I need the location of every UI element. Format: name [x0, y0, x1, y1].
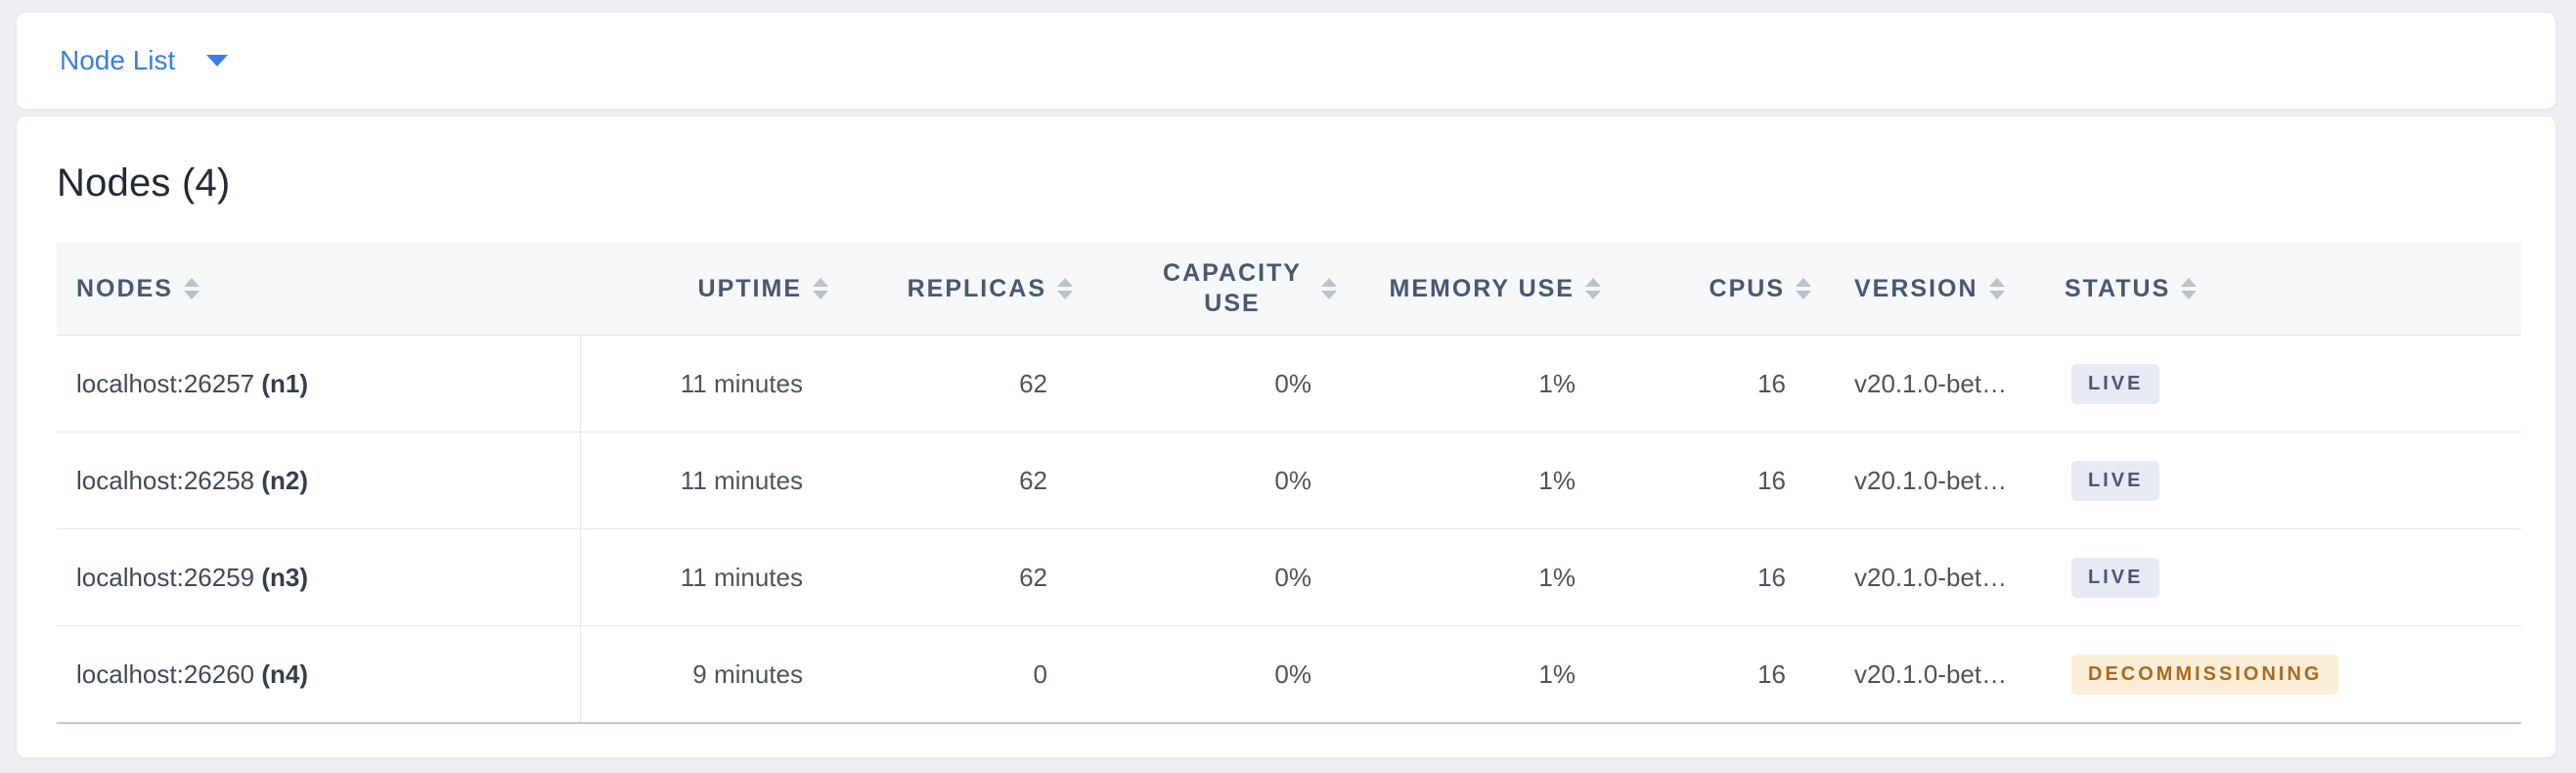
replicas-cell: 62	[842, 335, 1087, 432]
column-label: CAPACITY USE	[1163, 258, 1302, 317]
cpus-cell: 16	[1615, 625, 1825, 724]
sort-arrows-icon	[1796, 278, 1811, 299]
column-label: UPTIME	[697, 274, 802, 302]
replicas-cell: 0	[842, 625, 1087, 724]
status-cell: LIVE	[2050, 528, 2521, 626]
node-address-cell: localhost:26258 (n2)	[57, 432, 581, 529]
memory-use-cell: 1%	[1351, 528, 1615, 626]
sort-arrows-icon	[1585, 278, 1601, 299]
node-address-cell: localhost:26260 (n4)	[57, 625, 581, 724]
sort-arrows-icon	[2181, 278, 2198, 299]
uptime-cell: 9 minutes	[580, 625, 842, 724]
cpus-cell: 16	[1615, 335, 1825, 432]
column-label: VERSION	[1854, 274, 1978, 302]
column-header-version[interactable]: VERSION	[1825, 243, 2050, 336]
table-row: localhost:26259 (n3) 11 minutes 62 0% 1%…	[57, 528, 2521, 626]
memory-use-cell: 1%	[1351, 432, 1615, 529]
column-label: STATUS	[2065, 274, 2171, 302]
table-row: localhost:26258 (n2) 11 minutes 62 0% 1%…	[57, 432, 2521, 529]
sort-arrows-icon	[1057, 278, 1073, 299]
capacity-use-cell: 0%	[1087, 335, 1351, 432]
column-header-status[interactable]: STATUS	[2050, 243, 2521, 336]
node-list-table: NODES UPTIME REPLICAS	[57, 243, 2521, 724]
status-cell: DECOMMISSIONING	[2050, 625, 2521, 724]
column-header-uptime[interactable]: UPTIME	[580, 243, 842, 336]
page-title: Nodes (4)	[57, 161, 231, 205]
sort-arrows-icon	[813, 278, 828, 299]
sort-arrows-icon	[1988, 278, 2005, 299]
capacity-use-cell: 0%	[1087, 432, 1351, 529]
column-header-memory-use[interactable]: MEMORY USE	[1351, 243, 1615, 336]
version-cell: v20.1.0-bet…	[1825, 335, 2050, 432]
cpus-cell: 16	[1615, 432, 1825, 529]
column-label: REPLICAS	[907, 274, 1046, 302]
status-badge: LIVE	[2071, 557, 2160, 598]
column-label: CPUS	[1709, 274, 1785, 302]
memory-use-cell: 1%	[1351, 335, 1615, 432]
node-id: (n2)	[261, 465, 309, 495]
cpus-cell: 16	[1615, 528, 1825, 626]
table-row: localhost:26257 (n1) 11 minutes 62 0% 1%…	[57, 335, 2521, 432]
table-row: localhost:26260 (n4) 9 minutes 0 0% 1% 1…	[57, 625, 2521, 724]
node-address: localhost:26259	[76, 562, 255, 592]
uptime-cell: 11 minutes	[580, 432, 842, 529]
replicas-cell: 62	[842, 432, 1087, 529]
status-badge: LIVE	[2071, 363, 2160, 404]
node-id: (n1)	[261, 368, 309, 398]
column-label: MEMORY USE	[1389, 274, 1575, 302]
memory-use-cell: 1%	[1351, 625, 1615, 724]
caret-down-icon[interactable]	[206, 55, 229, 67]
node-address: localhost:26257	[76, 368, 255, 398]
table-header-row: NODES UPTIME REPLICAS	[57, 243, 2521, 336]
sort-arrows-icon	[183, 278, 200, 299]
version-cell: v20.1.0-bet…	[1825, 528, 2050, 626]
view-selector-dropdown[interactable]: Node List	[60, 45, 176, 75]
version-cell: v20.1.0-bet…	[1825, 625, 2050, 724]
status-badge: LIVE	[2071, 460, 2160, 501]
node-address: localhost:26258	[76, 465, 255, 495]
node-address-cell: localhost:26257 (n1)	[57, 335, 581, 432]
node-id: (n4)	[261, 659, 309, 689]
capacity-use-cell: 0%	[1087, 528, 1351, 626]
sort-arrows-icon	[1321, 278, 1337, 299]
status-cell: LIVE	[2050, 335, 2521, 432]
node-id: (n3)	[261, 562, 309, 592]
node-address-cell: localhost:26259 (n3)	[57, 528, 581, 626]
capacity-use-cell: 0%	[1087, 625, 1351, 724]
uptime-cell: 11 minutes	[580, 528, 842, 626]
column-label: NODES	[76, 274, 173, 302]
column-header-capacity-use[interactable]: CAPACITY USE	[1087, 243, 1351, 336]
replicas-cell: 62	[842, 528, 1087, 626]
uptime-cell: 11 minutes	[580, 335, 842, 432]
nodes-card: Nodes (4) NODES UPTIME	[16, 115, 2556, 758]
status-badge: DECOMMISSIONING	[2071, 654, 2339, 695]
status-cell: LIVE	[2050, 432, 2521, 529]
version-cell: v20.1.0-bet…	[1825, 432, 2050, 529]
column-header-nodes[interactable]: NODES	[57, 243, 580, 336]
view-selector-card: Node List	[16, 12, 2556, 110]
column-header-replicas[interactable]: REPLICAS	[842, 243, 1087, 336]
node-address: localhost:26260	[76, 659, 255, 689]
column-header-cpus[interactable]: CPUS	[1615, 243, 1825, 336]
